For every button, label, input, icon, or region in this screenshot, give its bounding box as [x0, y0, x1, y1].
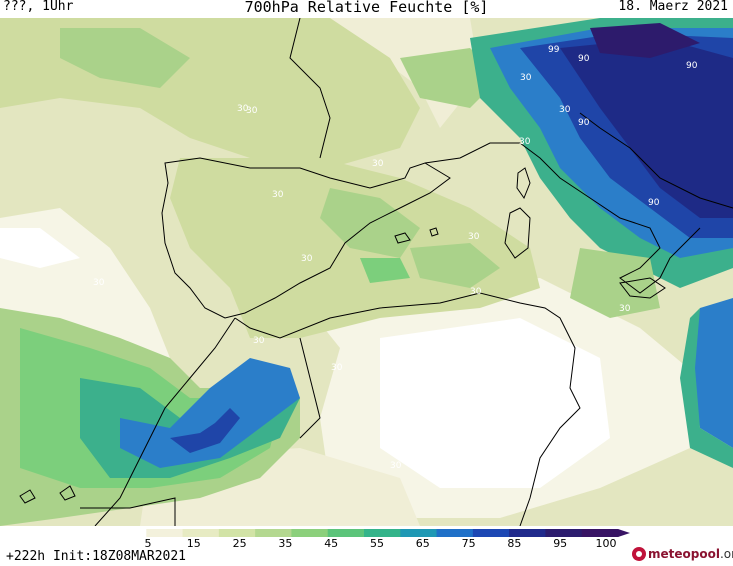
coastline-italy: [519, 142, 701, 294]
color-legend-swatch: [400, 529, 438, 537]
color-legend-swatch: [110, 529, 147, 537]
moist-zone-east-teal: [680, 308, 733, 468]
moist-zone-mint-1: [360, 258, 410, 283]
contour-label: 30: [520, 73, 532, 83]
color-legend-swatch: [436, 529, 474, 537]
coastline-iberia: [161, 157, 451, 319]
moist-zone-green-1: [60, 28, 190, 88]
meteopool-logo: meteopool.org: [632, 546, 733, 564]
color-legend-swatch: [182, 529, 220, 537]
contour-label: 90: [578, 118, 590, 128]
contour-label: 30: [468, 232, 480, 242]
coastline-france: [289, 18, 520, 164]
color-legend-swatches: [110, 529, 630, 537]
logo-icon: [632, 547, 646, 561]
color-legend-swatch: [472, 529, 510, 537]
coastline-morocco-atlantic: [94, 317, 236, 526]
coastline-sardinia: [504, 207, 531, 259]
coastline-balearics: [394, 227, 439, 244]
color-legend-tick-label: 35: [278, 537, 292, 548]
color-legend-swatch: [146, 529, 184, 537]
time-label: ???, 1Uhr: [3, 0, 74, 14]
color-legend-tick-label: 25: [233, 537, 247, 548]
color-legend-swatch: [218, 529, 256, 537]
color-legend-swatch: [509, 529, 546, 537]
coastline-italy-east: [579, 112, 733, 209]
color-legend-tick-label: 65: [416, 537, 430, 548]
color-legend-tick-label: 45: [324, 537, 338, 548]
color-legend-tick-label: 75: [462, 537, 476, 548]
color-legend-ticks: 5 15 25 35 45 55 65 75 85 95 100: [145, 537, 617, 548]
moist-zone-sicily-green: [570, 248, 660, 318]
contour-label: 99: [548, 45, 560, 55]
contour-label: 30: [272, 190, 284, 200]
border-sahara: [80, 337, 321, 526]
color-legend-swatch: [291, 529, 329, 537]
moist-zone-east-blue: [690, 298, 733, 448]
run-info: +222h Init:18Z08MAR2021: [6, 549, 187, 564]
contour-labels: 30 30 30 30 30 30 30 30 30 30 30 30 30 3…: [93, 45, 698, 471]
forecast-date: 18. Maerz 2021: [618, 0, 728, 14]
moist-zone-italy-purple: [590, 23, 700, 58]
color-legend-swatch: [545, 529, 583, 537]
moist-zone-morocco-blue: [120, 358, 300, 468]
coastline-corsica: [516, 167, 531, 200]
color-legend-swatch: [255, 529, 292, 537]
color-legend-tick-label: 5: [145, 537, 152, 548]
footer-bar: 5 15 25 35 45 55 65 75 85 95 100 +222h Init:18Z08M…: [0, 526, 733, 566]
color-legend-swatch: [581, 529, 619, 537]
moist-zone-italy-navy: [560, 38, 733, 218]
contour-label: 30: [253, 336, 265, 346]
contour-label: 30: [519, 137, 531, 147]
contour-label: 30: [301, 254, 313, 264]
moist-zone-green-3: [410, 243, 500, 288]
color-legend-tick-label: 55: [370, 537, 384, 548]
color-legend-swatch: [364, 529, 401, 537]
color-legend-tick-label: 100: [596, 537, 617, 548]
contour-label: 90: [578, 54, 590, 64]
contour-label: 30: [237, 104, 249, 114]
color-legend: 5 15 25 35 45 55 65 75 85 95 100: [110, 529, 630, 548]
moist-zone-morocco-navy: [170, 408, 240, 453]
contour-label: 30: [390, 461, 402, 471]
map-title: 700hPa Relative Feuchte [%]: [244, 0, 489, 16]
dry-zone-sahara-core: [380, 318, 610, 488]
coastline-sicily: [619, 277, 666, 299]
color-legend-arrow: [618, 529, 630, 537]
coastline-canaries: [19, 485, 76, 504]
color-legend-tick-label: 85: [507, 537, 521, 548]
header-bar: ???, 1Uhr 700hPa Relative Feuchte [%] 18…: [0, 0, 733, 18]
color-legend-tick-label: 95: [553, 537, 567, 548]
contour-label: 90: [686, 61, 698, 71]
logo-text: meteopool.org: [648, 547, 733, 561]
contour-label: 30: [559, 105, 571, 115]
color-legend-swatch: [327, 529, 365, 537]
contour-label: 30: [372, 159, 384, 169]
dry-zone-atlantic-core: [0, 228, 80, 268]
contour-label: 30: [246, 106, 258, 116]
contour-label: 30: [93, 278, 105, 288]
contour-label: 90: [648, 198, 660, 208]
coastline-north-africa: [234, 292, 581, 526]
contour-label: 30: [470, 287, 482, 297]
color-legend-tick-label: 15: [187, 537, 201, 548]
contour-label: 30: [331, 363, 343, 373]
contour-label: 30: [619, 304, 631, 314]
humidity-map: 30 30 30 30 30 30 30 30 30 30 30 30 30 3…: [0, 18, 733, 526]
coastlines: [19, 18, 733, 526]
